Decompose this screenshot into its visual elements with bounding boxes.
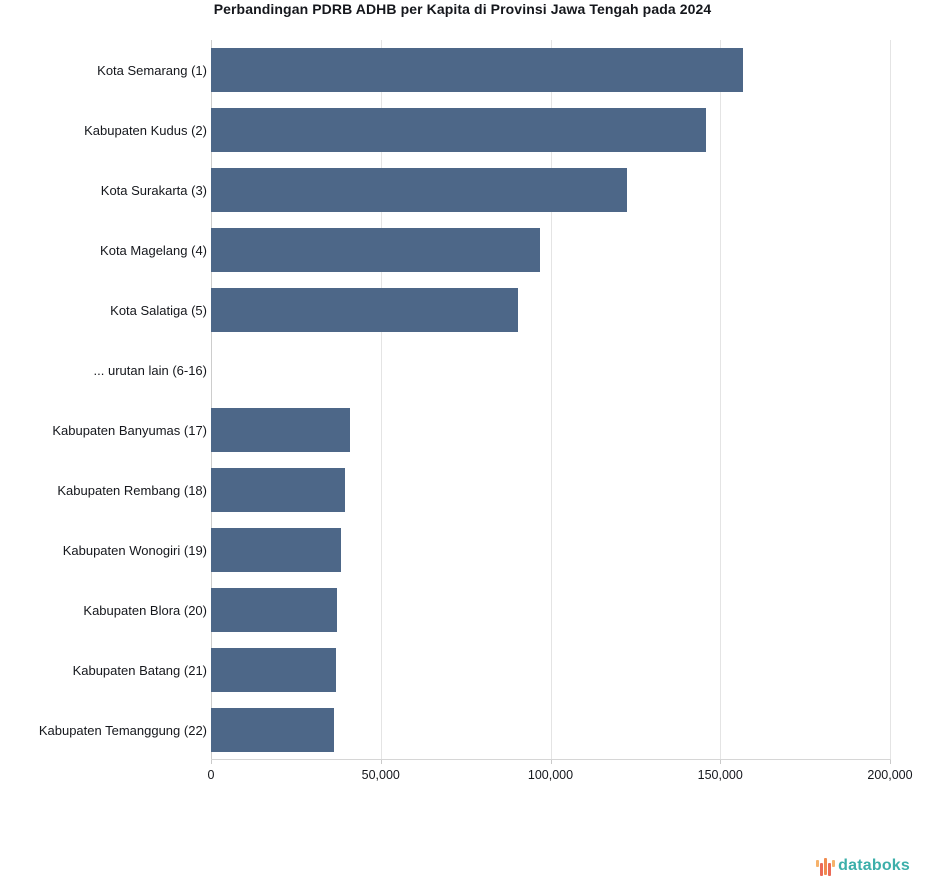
plot-area [211,40,891,760]
x-tick-mark [720,760,722,764]
x-tick-label: 150,000 [697,768,743,782]
gridline [720,40,722,760]
logo-bar [832,859,836,867]
bar-row [211,40,890,100]
x-tick-label: 100,000 [527,768,574,782]
bar [211,48,743,92]
bar [211,468,345,512]
category-label: Kota Salatiga (5) [110,302,207,318]
bar-row [211,700,890,760]
bar-row [211,400,890,460]
bar [211,168,628,212]
bar-row [211,520,890,580]
bar [211,288,518,332]
logo-bar [816,859,820,867]
x-tick-mark [380,760,382,764]
category-label: ... urutan lain (6-16) [93,362,207,378]
bar-row [211,460,890,520]
x-tick-mark [890,760,891,764]
category-label: Kota Semarang (1) [97,62,207,78]
y-axis-labels: Kota Semarang (1) Kabupaten Kudus (2) Kota… [0,40,207,760]
bar-row [211,220,890,280]
category-label: Kabupaten Batang (21) [72,662,207,678]
gridline [380,40,382,760]
category-label: Kabupaten Kudus (2) [84,122,207,138]
gridline [550,40,552,760]
bar-row [211,100,890,160]
x-axis-line [211,759,891,760]
bar [211,408,350,452]
category-label: Kabupaten Wonogiri (19) [62,542,207,558]
bar [211,648,336,692]
y-axis-line [211,40,212,760]
x-tick-mark [550,760,552,764]
bar-row [211,160,890,220]
bar [211,228,541,272]
bar [211,528,341,572]
chart-title: Perbandingan PDRB ADHB per Kapita di Pro… [213,1,712,17]
category-label: Kota Magelang (4) [100,242,207,258]
bar-row [211,280,890,340]
gridline [890,40,891,760]
logo-bar [824,857,828,875]
bar-row [211,580,890,640]
category-label: Kabupaten Temanggung (22) [38,722,207,738]
databoks-wordmark: databoks [838,857,910,874]
x-tick-mark [211,760,212,764]
x-tick-label: 0 [207,768,215,782]
x-tick-label: 200,000 [867,768,913,782]
category-label: Kabupaten Blora (20) [83,602,207,618]
bar [211,108,706,152]
logo-bar [820,862,824,876]
x-tick-label: 50,000 [361,768,400,782]
category-label: Kota Surakarta (3) [100,182,207,198]
databoks-bars-icon [816,856,836,877]
bar [211,588,338,632]
bar-row [211,640,890,700]
x-axis: 0 50,000 100,000 150,000 200,000 [207,759,913,789]
logo-bar [828,862,832,876]
bar [211,708,334,752]
category-label: Kabupaten Banyumas (17) [52,422,207,438]
category-label: Kabupaten Rembang (18) [57,482,207,498]
databoks-logo: databoks [816,854,910,878]
